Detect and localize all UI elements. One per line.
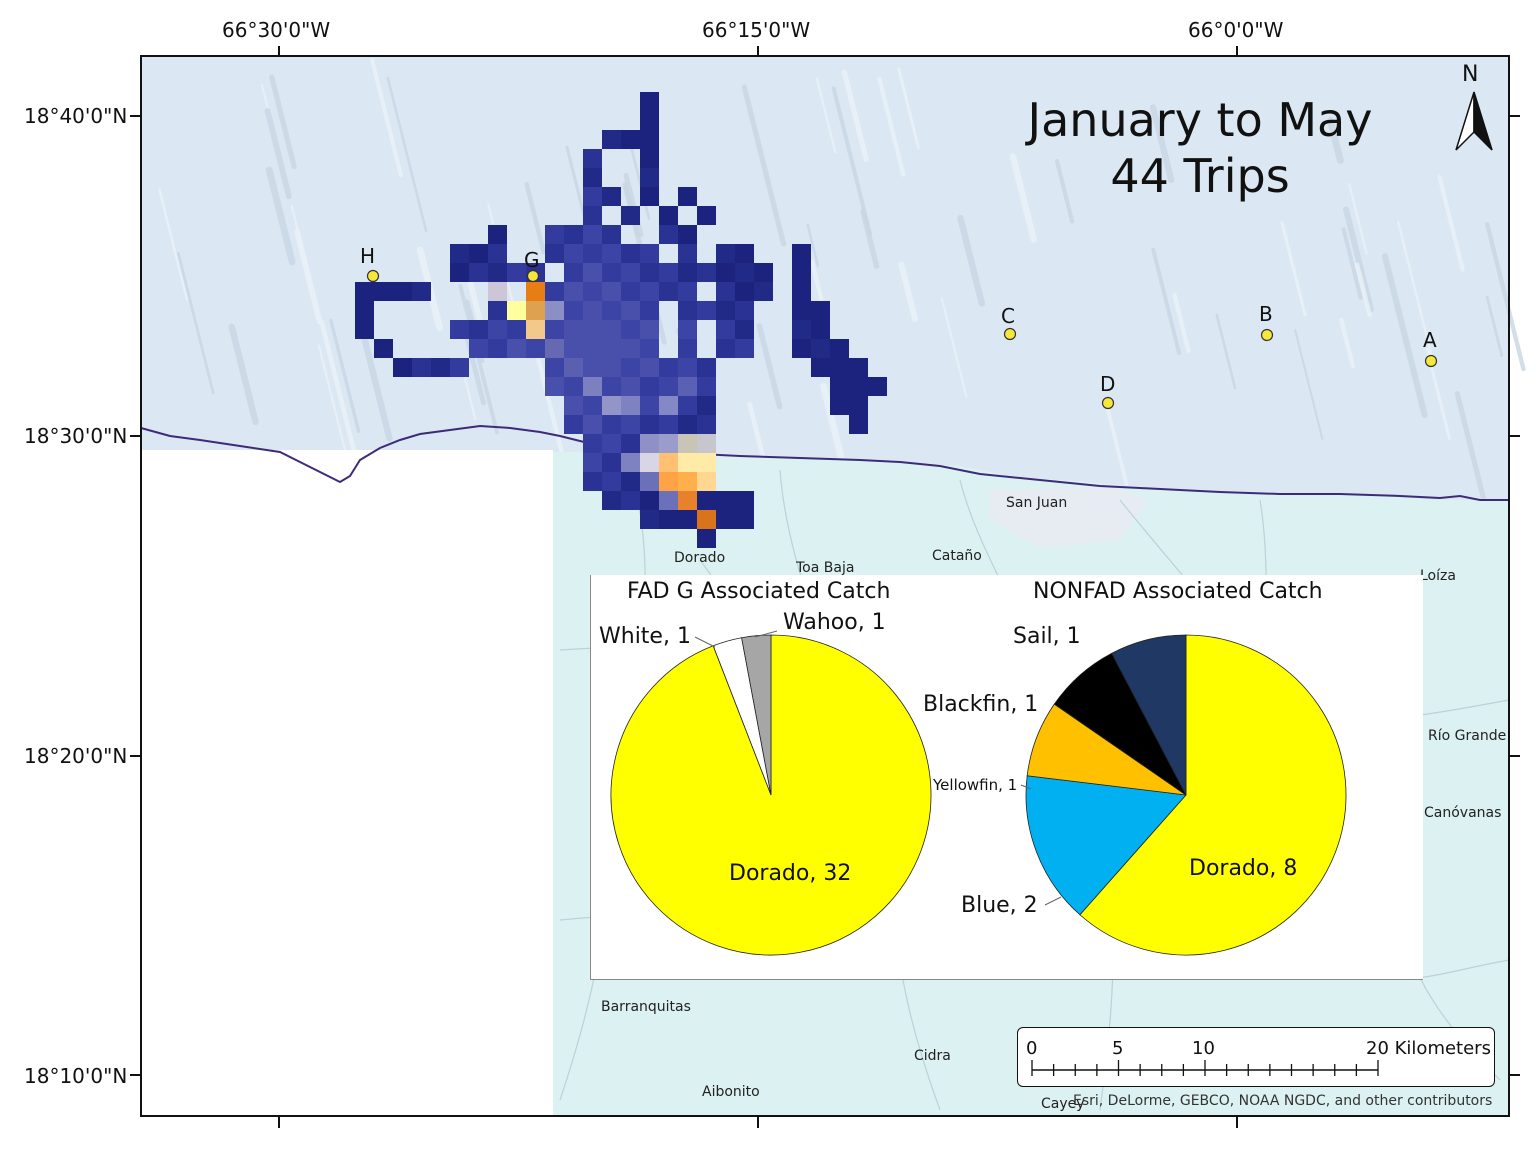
place-label: Cayey (1041, 1096, 1085, 1112)
slice-label-dorado-nonfad: Dorado, 8 (1189, 856, 1298, 881)
slice-label-wahoo: Wahoo, 1 (783, 610, 886, 635)
slice-label-yellowfin: Yellowfin, 1 (933, 776, 1018, 794)
pie-title-fad: FAD G Associated Catch (627, 579, 891, 604)
blank-area (141, 450, 553, 1116)
seafloor-relief (158, 58, 1526, 540)
label-leaders (694, 630, 1062, 906)
place-label: Río Grande (1428, 728, 1507, 744)
lon-label: 66°30'0"W (222, 18, 331, 42)
north-letter: N (1462, 62, 1479, 87)
lat-label: 18°40'0"N (24, 104, 128, 128)
fad-label-b: B (1259, 302, 1273, 326)
slice-label-sail: Sail, 1 (1013, 624, 1081, 649)
fishing-effort-grid (355, 92, 887, 548)
scale-ruler (1031, 1060, 1379, 1076)
pie-nonfad (1025, 634, 1347, 956)
place-label: Barranquitas (601, 999, 691, 1015)
map-border (140, 55, 1510, 1117)
pie-slice-wahoo (741, 634, 772, 796)
lon-label: 66°0'0"W (1188, 18, 1284, 42)
pie-slice-dorado (1079, 634, 1347, 956)
place-label: Cidra (914, 1048, 951, 1064)
title-trips: 44 Trips (1110, 149, 1290, 203)
slice-label-white: White, 1 (599, 624, 691, 649)
map-credit: Esri, DeLorme, GEBCO, NOAA NGDC, and oth… (1073, 1093, 1493, 1109)
san-juan-urban (990, 486, 1150, 548)
lat-label: 18°30'0"N (24, 424, 128, 448)
lat-label: 18°10'0"N (24, 1064, 128, 1088)
scale-tick-20: 20 Kilometers (1366, 1038, 1491, 1059)
slice-label-blue: Blue, 2 (961, 893, 1038, 918)
lat-label: 18°20'0"N (24, 744, 128, 768)
graticule-ticks (130, 46, 1520, 1128)
north-arrow (1455, 91, 1493, 151)
pie-charts (610, 630, 1347, 956)
pie-slice-blue (1025, 775, 1187, 916)
place-label: Aibonito (702, 1084, 760, 1100)
map-title: January to May 44 Trips (1000, 92, 1400, 204)
place-label: Loíza (1420, 568, 1456, 584)
pie-slice-sail (1111, 634, 1187, 796)
fad-label-c: C (1001, 304, 1015, 328)
fad-label-h: H (360, 244, 376, 268)
lon-label: 66°15'0"W (702, 18, 811, 42)
fad-label-g: G (524, 248, 540, 272)
place-label: Canóvanas (1424, 805, 1502, 821)
scale-tick-10: 10 (1192, 1038, 1215, 1059)
scale-tick-0: 0 (1026, 1038, 1038, 1059)
catch-pie-inset: FAD G Associated Catch NONFAD Associated… (590, 575, 1423, 980)
slice-label-dorado-fad: Dorado, 32 (729, 861, 852, 886)
pie-title-nonfad: NONFAD Associated Catch (1033, 579, 1323, 604)
fad-label-d: D (1100, 372, 1116, 396)
scale-tick-5: 5 (1112, 1038, 1124, 1059)
slice-label-blackfin: Blackfin, 1 (923, 692, 1039, 717)
place-label: Dorado (674, 550, 726, 566)
place-label: San Juan (1006, 495, 1068, 511)
fad-label-a: A (1423, 328, 1437, 352)
pie-fad-g (610, 634, 932, 956)
scale-bar: 0 5 10 20 Kilometers (1017, 1027, 1495, 1087)
fad-markers (366, 269, 1438, 410)
place-label: Toa Baja (796, 560, 855, 576)
title-period: January to May (1027, 93, 1373, 147)
place-label: Cataño (932, 548, 982, 564)
